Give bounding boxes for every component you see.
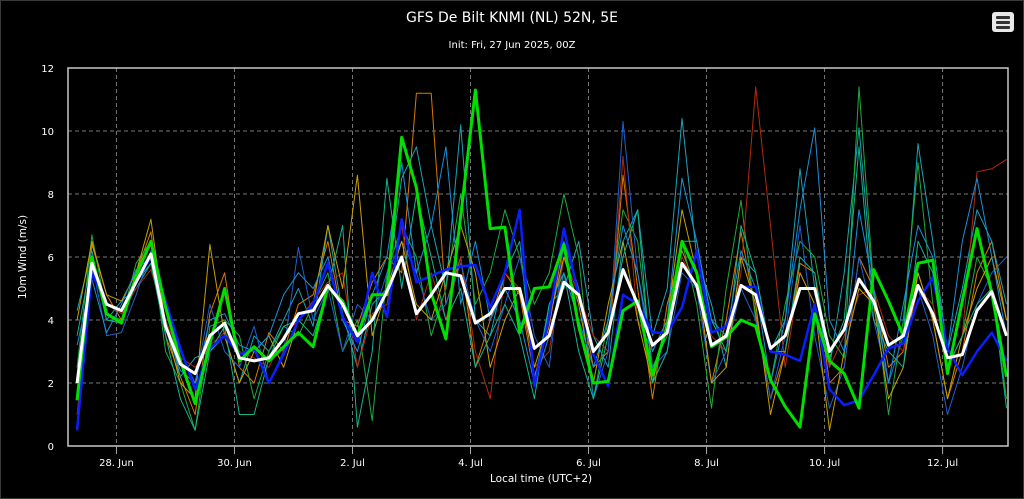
x-tick-label: 30. Jun	[217, 458, 252, 469]
y-tick-label: 12	[41, 64, 54, 75]
y-tick-label: 6	[48, 253, 54, 264]
x-tick-label: 10. Jul	[809, 458, 840, 469]
ensemble-member-line	[76, 174, 1007, 431]
hamburger-menu-icon[interactable]	[992, 12, 1014, 32]
ensemble-mean-line	[75, 252, 1008, 384]
x-axis-title: Local time (UTC+2)	[490, 473, 592, 485]
chart-title: GFS De Bilt KNMI (NL) 52N, 5E	[405, 10, 619, 26]
y-tick-label: 10	[41, 127, 54, 138]
x-tick-label: 12. Jul	[927, 458, 958, 469]
x-tick-label: 8. Jul	[694, 458, 719, 469]
control-run-line	[75, 88, 1008, 429]
plot-border	[67, 67, 1009, 447]
y-tick-label: 0	[48, 442, 54, 453]
ensemble-member-line	[76, 86, 1007, 431]
series-group	[75, 86, 1008, 431]
x-tick-label: 28. Jun	[99, 458, 134, 469]
y-axis-title: 10m Wind (m/s)	[17, 215, 29, 299]
y-axis-ticks: 0 2 4 6 8 10 12	[41, 64, 54, 453]
y-tick-label: 8	[48, 190, 54, 201]
x-tick-label: 6. Jul	[576, 458, 601, 469]
y-tick-label: 4	[48, 316, 54, 327]
chart-subtitle: Init: Fri, 27 Jun 2025, 00Z	[448, 40, 576, 51]
y-tick-label: 2	[48, 379, 54, 390]
operational-run-line	[75, 208, 1008, 431]
x-tick-label: 4. Jul	[458, 458, 483, 469]
x-tick-label: 2. Jul	[340, 458, 365, 469]
x-axis-ticks: 28. Jun 30. Jun 2. Jul 4. Jul 6. Jul 8. Jul 10…	[99, 446, 958, 469]
